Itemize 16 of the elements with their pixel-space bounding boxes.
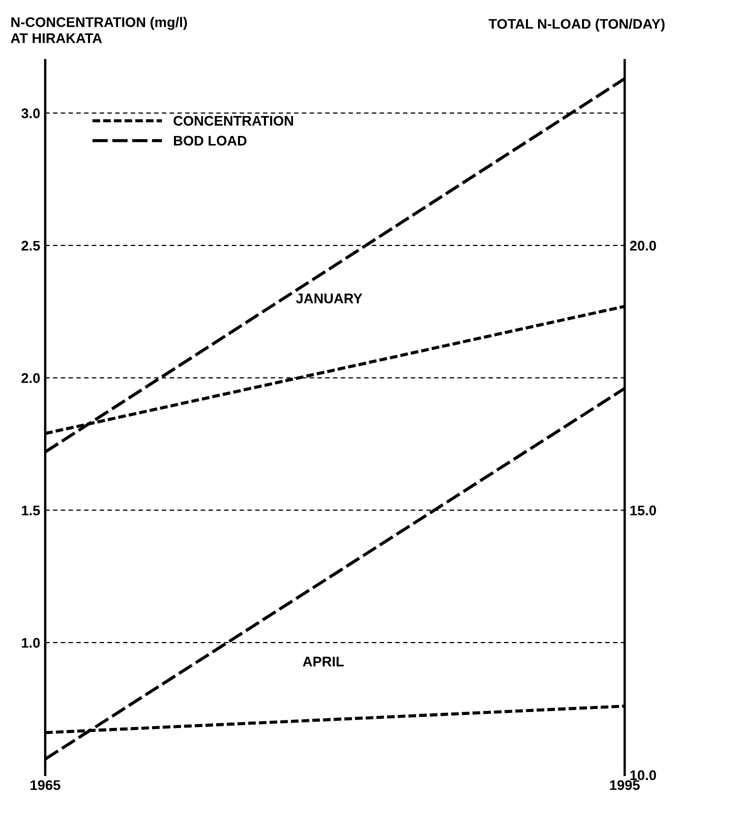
y-tick-label: 2.0 <box>22 373 40 384</box>
y-tick-label: 3.0 <box>21 108 40 118</box>
y-tick-label: 2.5 <box>22 240 40 251</box>
y2-tick-label: 10.0 <box>630 770 656 780</box>
y2-tick-label: 15.0 <box>630 506 656 516</box>
x-tick-label: 1995 <box>610 780 640 790</box>
legend-label: CONCENTRATION <box>174 116 293 126</box>
y-tick-label: 1.0 <box>22 638 40 648</box>
y-axis-title: N-CONCENTRATION (mg/l) AT HIRAKATA <box>10 16 187 43</box>
annotation: JANUARY <box>296 294 362 304</box>
y2-axis-title: TOTAL N-LOAD (TON/DAY) <box>488 18 665 32</box>
x-tick-label: 1965 <box>30 780 60 790</box>
legend-label: BOD LOAD <box>174 136 247 146</box>
y2-tick-label: 20.0 <box>630 240 656 251</box>
y-tick-label: 1.5 <box>22 506 40 516</box>
annotation: APRIL <box>302 656 344 666</box>
